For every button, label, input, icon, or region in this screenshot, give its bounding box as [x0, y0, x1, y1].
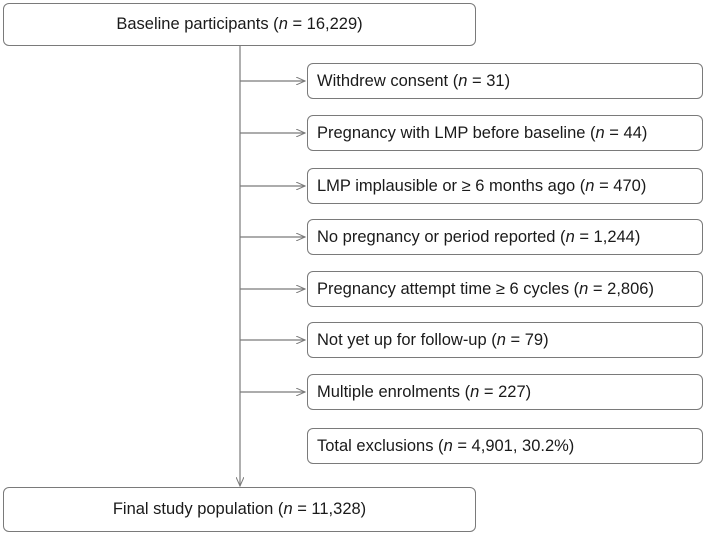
- exclusion-box-lmp-before-baseline: Pregnancy with LMP before baseline (n = …: [307, 115, 703, 151]
- baseline-participants-label: Baseline participants (n = 16,229): [116, 15, 363, 33]
- exclusion-box-no-pregnancy: No pregnancy or period reported (n = 1,2…: [307, 219, 703, 255]
- exclusion-label: Pregnancy with LMP before baseline (n = …: [317, 123, 648, 142]
- exclusion-label: Withdrew consent (n = 31): [317, 71, 511, 90]
- exclusion-box-withdrew-consent: Withdrew consent (n = 31): [307, 63, 703, 99]
- exclusion-label: Pregnancy attempt time ≥ 6 cycles (n = 2…: [317, 279, 654, 298]
- exclusion-box-lmp-implausible: LMP implausible or ≥ 6 months ago (n = 4…: [307, 168, 703, 204]
- baseline-participants-box: Baseline participants (n = 16,229): [3, 3, 476, 46]
- exclusion-label: LMP implausible or ≥ 6 months ago (n = 4…: [317, 176, 647, 195]
- exclusion-label: Not yet up for follow-up (n = 79): [317, 330, 549, 349]
- total-exclusions-label: Total exclusions (n = 4,901, 30.2%): [317, 436, 575, 455]
- exclusion-box-not-followup: Not yet up for follow-up (n = 79): [307, 322, 703, 358]
- exclusion-box-multiple-enrolments: Multiple enrolments (n = 227): [307, 374, 703, 410]
- exclusion-box-attempt-time: Pregnancy attempt time ≥ 6 cycles (n = 2…: [307, 271, 703, 307]
- final-study-population-box: Final study population (n = 11,328): [3, 487, 476, 532]
- final-study-population-label: Final study population (n = 11,328): [112, 500, 367, 518]
- exclusion-label: Multiple enrolments (n = 227): [317, 382, 532, 401]
- total-exclusions-box: Total exclusions (n = 4,901, 30.2%): [307, 428, 703, 464]
- exclusion-label: No pregnancy or period reported (n = 1,2…: [317, 227, 641, 246]
